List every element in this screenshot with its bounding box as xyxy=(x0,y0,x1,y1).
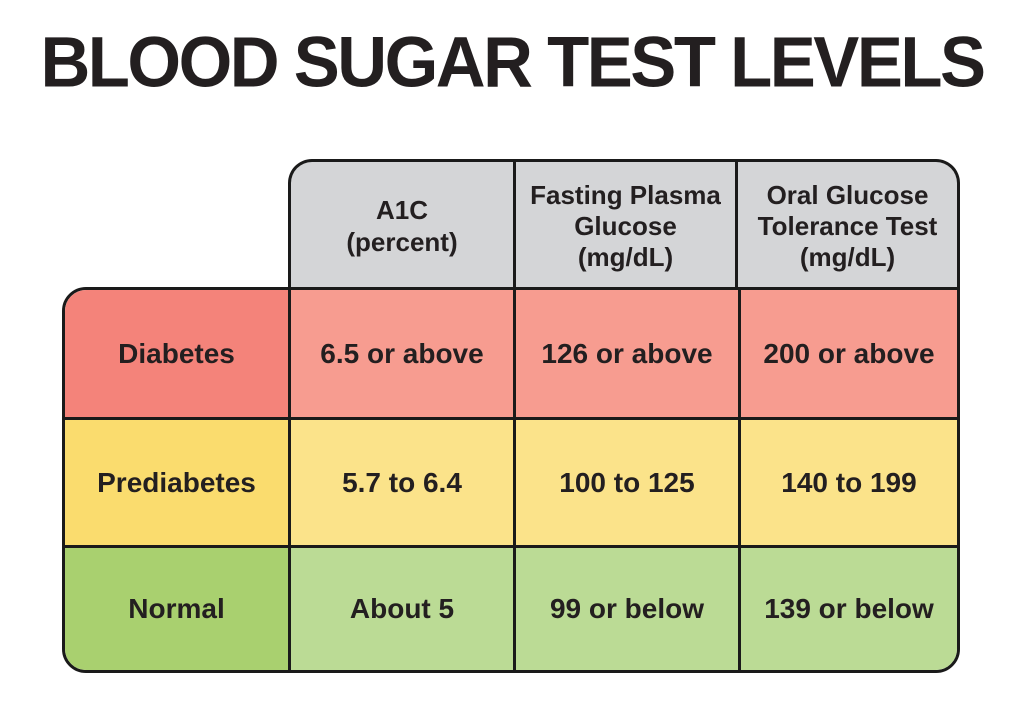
cell-prediabetes-a1c: 5.7 to 6.4 xyxy=(288,417,513,545)
levels-table-body: Diabetes 6.5 or above 126 or above 200 o… xyxy=(62,287,960,673)
column-header-fasting-plasma-glucose: Fasting Plasma Glucose (mg/dL) xyxy=(513,162,735,287)
page-title: BLOOD SUGAR TEST LEVELS xyxy=(40,21,986,102)
cell-prediabetes-oral-glucose: 140 to 199 xyxy=(738,417,957,545)
row-label-normal: Normal xyxy=(65,545,288,670)
cell-normal-oral-glucose: 139 or below xyxy=(738,545,957,670)
cell-normal-fasting-glucose: 99 or below xyxy=(513,545,738,670)
row-label-prediabetes: Prediabetes xyxy=(65,417,288,545)
cell-diabetes-oral-glucose: 200 or above xyxy=(738,290,957,417)
row-label-diabetes: Diabetes xyxy=(65,290,288,417)
cell-normal-a1c: About 5 xyxy=(288,545,513,670)
column-header-oral-glucose-tolerance-test: Oral Glucose Tolerance Test (mg/dL) xyxy=(735,162,957,287)
column-header-a1c: A1C (percent) xyxy=(346,195,458,257)
cell-diabetes-fasting-glucose: 126 or above xyxy=(513,290,738,417)
cell-diabetes-a1c: 6.5 or above xyxy=(288,290,513,417)
table-header-row: A1C (percent) Fasting Plasma Glucose (mg… xyxy=(288,159,960,287)
cell-prediabetes-fasting-glucose: 100 to 125 xyxy=(513,417,738,545)
